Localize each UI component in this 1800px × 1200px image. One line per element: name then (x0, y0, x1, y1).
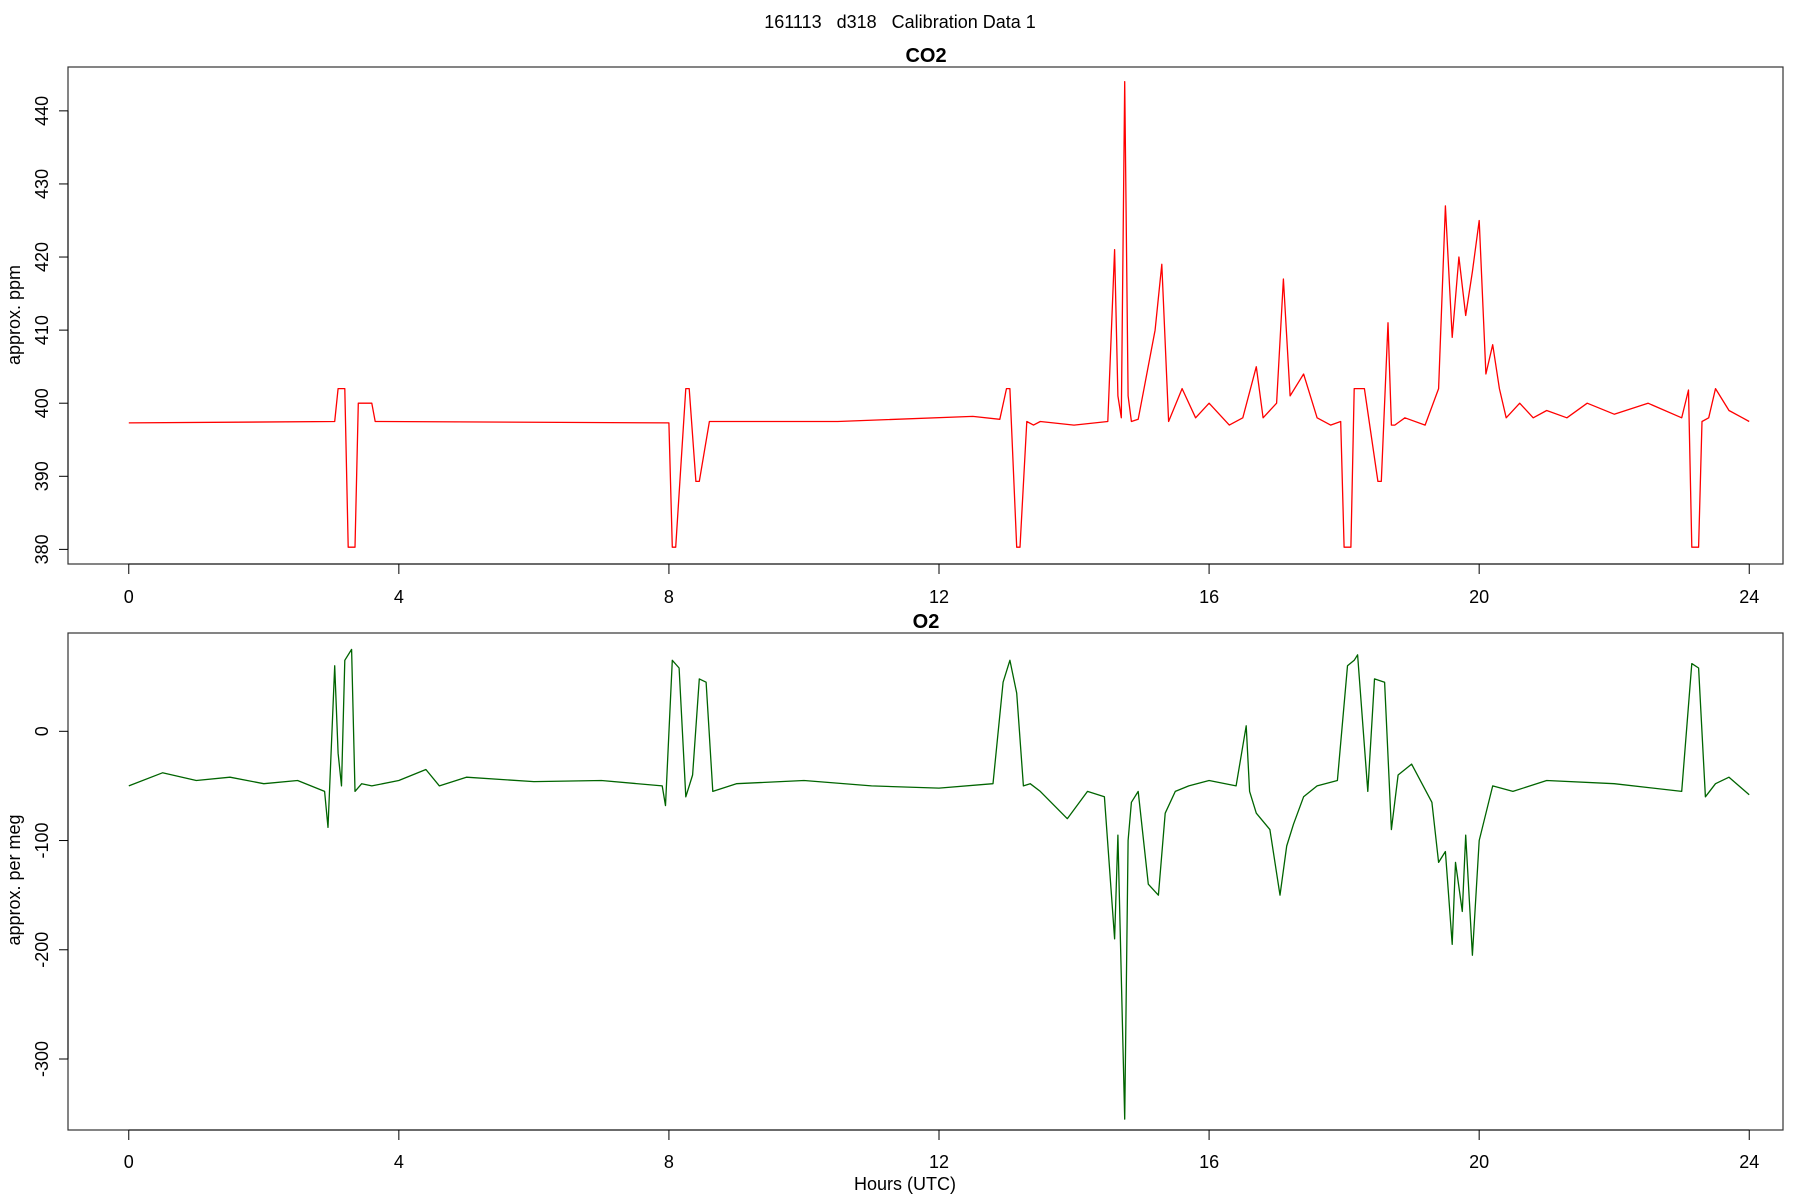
figure-title: 161113 d318 Calibration Data 1 (764, 12, 1036, 32)
co2-y-tick-label: 380 (32, 534, 52, 564)
co2-panel: CO2 0 4 8 12 16 20 24 380 390 400 410 420 430 440 app… (4, 45, 1784, 607)
co2-y-tick-label: 420 (32, 242, 52, 272)
o2-y-axis-label: approx. per meg (4, 814, 24, 945)
o2-x-tick-label: 8 (664, 1152, 674, 1172)
co2-chart-title: CO2 (905, 45, 946, 67)
o2-x-tick-label: 16 (1199, 1152, 1219, 1172)
o2-y-tick-label: -100 (32, 823, 52, 859)
o2-panel: O2 0 4 8 12 16 20 24 -300 -200 -100 0 approx. per … (4, 611, 1784, 1194)
o2-x-axis-label: Hours (UTC) (854, 1174, 956, 1194)
co2-x-tick-label: 8 (664, 587, 674, 607)
co2-x-tick-label: 24 (1739, 587, 1759, 607)
co2-y-tick-label: 400 (32, 388, 52, 418)
o2-x-tick-label: 12 (929, 1152, 949, 1172)
co2-y-tick-label: 440 (32, 96, 52, 126)
o2-x-tick-label: 4 (394, 1152, 404, 1172)
o2-x-tick-label: 0 (124, 1152, 134, 1172)
co2-y-tick-label: 410 (32, 315, 52, 345)
o2-x-tick-label: 20 (1469, 1152, 1489, 1172)
co2-series (128, 80, 1750, 548)
co2-x-tick-label: 12 (929, 587, 949, 607)
o2-x-tick-label: 24 (1739, 1152, 1759, 1172)
o2-axes: 0 4 8 12 16 20 24 -300 -200 -100 0 (32, 726, 1759, 1172)
co2-plot-frame (67, 66, 1784, 565)
co2-y-tick-label: 390 (32, 461, 52, 491)
co2-y-axis-label: approx. ppm (4, 265, 24, 365)
co2-axes: 0 4 8 12 16 20 24 380 390 400 410 420 430 440 (32, 96, 1759, 607)
co2-series-line (128, 80, 1750, 548)
co2-y-tick-label: 430 (32, 169, 52, 199)
co2-x-tick-label: 20 (1469, 587, 1489, 607)
o2-chart-title: O2 (913, 611, 940, 633)
o2-series (128, 648, 1750, 1120)
co2-x-tick-label: 0 (124, 587, 134, 607)
o2-y-tick-label: -300 (32, 1041, 52, 1077)
co2-x-tick-label: 4 (394, 587, 404, 607)
o2-series-line (128, 648, 1750, 1120)
co2-x-tick-label: 16 (1199, 587, 1219, 607)
o2-y-tick-label: 0 (32, 726, 52, 736)
o2-y-tick-label: -200 (32, 932, 52, 968)
o2-plot-frame (67, 632, 1784, 1131)
